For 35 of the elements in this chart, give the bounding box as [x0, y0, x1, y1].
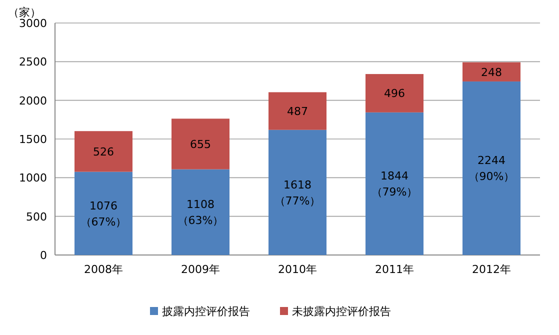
bar — [268, 92, 326, 130]
bar — [366, 112, 424, 255]
bar — [268, 130, 326, 255]
bar — [172, 118, 230, 170]
data-label: 1108（63%） — [177, 198, 224, 228]
y-tick-label: 500 — [26, 210, 47, 224]
data-label: 496 — [384, 87, 405, 100]
bar — [366, 74, 424, 112]
bar — [74, 131, 132, 172]
bar — [172, 169, 230, 255]
data-label: 655 — [190, 138, 211, 151]
y-tick-label: 1500 — [19, 133, 47, 146]
data-label: 1844（79%） — [371, 170, 418, 199]
data-label: 2244（90%） — [468, 154, 515, 184]
bar — [74, 172, 132, 255]
y-tick-label: 3000 — [19, 17, 47, 30]
bar — [462, 81, 520, 255]
y-tick-label: 2500 — [19, 56, 47, 69]
y-axis-title: （家） — [8, 6, 41, 19]
data-label: 526 — [93, 145, 114, 158]
y-tick-label: 1000 — [19, 172, 47, 185]
legend-label: 披露内控评价报告 — [162, 305, 250, 318]
data-label: 1076（67%） — [80, 199, 127, 228]
data-label: 248 — [481, 66, 502, 79]
data-label: 487 — [287, 105, 308, 118]
y-tick-label: 0 — [40, 249, 47, 262]
x-tick-label: 2012年 — [472, 263, 511, 276]
x-tick-label: 2010年 — [278, 263, 317, 276]
legend-label: 未披露内控评价报告 — [292, 305, 391, 318]
bar — [462, 62, 520, 82]
data-label: 1618（77%） — [274, 178, 321, 208]
x-tick-label: 2008年 — [84, 263, 123, 276]
x-tick-label: 2011年 — [375, 263, 414, 276]
x-tick-label: 2009年 — [181, 263, 220, 276]
y-tick-label: 2000 — [19, 94, 47, 108]
